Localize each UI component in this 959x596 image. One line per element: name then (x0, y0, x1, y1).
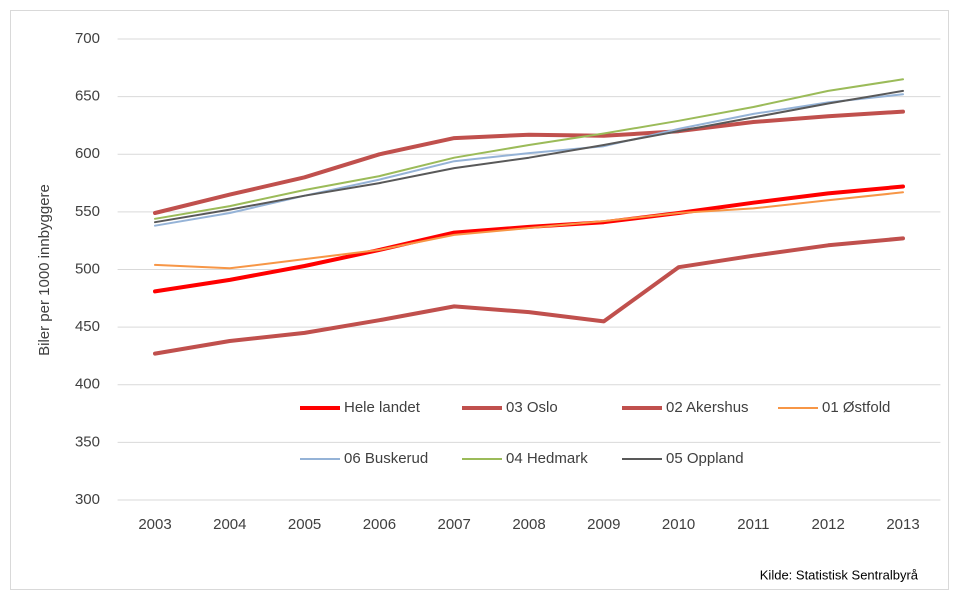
series-line (154, 89, 904, 224)
x-tick-label: 2005 (288, 516, 321, 533)
legend-label: 06 Buskerud (344, 450, 428, 467)
legend-label: 05 Oppland (666, 450, 744, 467)
x-tick-label: 2007 (438, 516, 471, 533)
y-tick-label: 650 (75, 88, 100, 105)
series-line (153, 236, 905, 356)
source: Kilde: Statistisk Sentralbyrå (760, 567, 919, 582)
x-tick-label: 2008 (512, 516, 545, 533)
x-tick-label: 2012 (812, 516, 845, 533)
y-tick-label: 550 (75, 203, 100, 220)
y-tick-label: 450 (75, 318, 100, 335)
series-line (153, 184, 905, 294)
legend-label: 03 Oslo (506, 399, 558, 416)
chart-frame (10, 10, 949, 590)
y-axis-label: Biler per 1000 innbyggere (36, 184, 53, 356)
y-tick-label: 400 (75, 376, 100, 393)
y-tick-label: 600 (75, 145, 100, 162)
series-line (153, 109, 905, 215)
y-tick-label: 500 (75, 260, 100, 277)
x-tick-label: 2013 (886, 516, 919, 533)
x-tick-label: 2010 (662, 516, 695, 533)
y-tick-label: 350 (75, 433, 100, 450)
legend-label: 04 Hedmark (506, 450, 588, 467)
series-line (154, 78, 904, 220)
x-tick-label: 2011 (737, 516, 769, 533)
y-tick-label: 300 (75, 491, 100, 508)
legend-label: Hele landet (344, 399, 421, 416)
series-line (154, 191, 904, 270)
legend-label: 02 Akershus (666, 399, 749, 416)
x-tick-label: 2009 (587, 516, 620, 533)
y-tick-label: 700 (75, 30, 100, 47)
series-line (154, 93, 904, 227)
x-tick-label: 2004 (213, 516, 246, 533)
x-tick-label: 2003 (138, 516, 171, 533)
legend-label: 01 Østfold (822, 399, 890, 416)
x-tick-label: 2006 (363, 516, 396, 533)
